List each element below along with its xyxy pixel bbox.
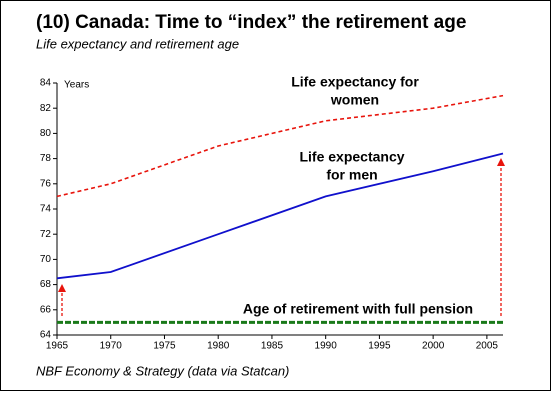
x-tick-label: 2000: [422, 341, 445, 352]
x-tick-label: 1965: [46, 341, 69, 352]
y-axis-label: Years: [64, 80, 89, 91]
series-line: [56, 152, 504, 280]
chart-subtitle: Life expectancy and retirement age: [36, 36, 239, 51]
annotation: Life expectancy for: [291, 74, 419, 90]
y-tick-label: 84: [40, 78, 52, 89]
y-tick-label: 78: [40, 153, 52, 164]
x-tick-label: 1970: [100, 341, 123, 352]
y-tick-label: 80: [40, 128, 52, 139]
annotation: Age of retirement with full pension: [243, 301, 473, 317]
x-tick-label: 2005: [476, 341, 499, 352]
y-tick-label: 70: [40, 254, 52, 265]
annotation: women: [330, 92, 379, 108]
x-tick-label: 1980: [207, 341, 230, 352]
x-tick-label: 1975: [153, 341, 176, 352]
x-tick-label: 1995: [368, 341, 391, 352]
y-tick-label: 68: [40, 279, 52, 290]
x-tick-label: 1985: [261, 341, 284, 352]
chart-title: (10) Canada: Time to “index” the retirem…: [36, 12, 466, 33]
arrow-heads: [58, 158, 505, 292]
y-tick-label: 76: [40, 178, 52, 189]
annotation: Life expectancy: [299, 149, 404, 165]
gap-arrows: [61, 164, 502, 316]
y-tick-label: 66: [40, 304, 52, 315]
y-tick-label: 82: [40, 103, 52, 114]
y-tick-label: 64: [40, 330, 52, 341]
source: NBF Economy & Strategy (data via Statcan…: [36, 363, 289, 378]
x-tick-label: 1990: [315, 341, 338, 352]
annotation: for men: [326, 167, 377, 183]
y-tick-label: 72: [40, 229, 52, 240]
y-tick-label: 74: [40, 204, 52, 215]
series-line: [56, 94, 504, 198]
